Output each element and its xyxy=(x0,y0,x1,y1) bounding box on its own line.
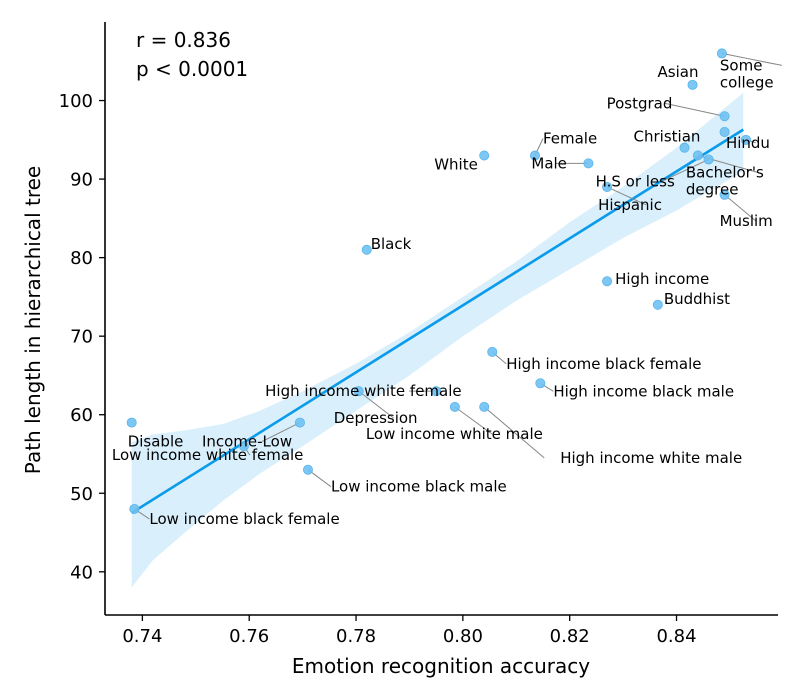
data-point xyxy=(479,401,490,412)
point-label: Income-Low xyxy=(202,433,292,451)
data-point xyxy=(703,154,714,165)
x-tick-label: 0.84 xyxy=(656,626,696,647)
leader-line xyxy=(483,406,545,459)
confidence-band-layer xyxy=(131,92,744,588)
point-label: H.S or less xyxy=(596,172,675,190)
data-point xyxy=(719,111,730,122)
point-label: High income black male xyxy=(553,382,734,400)
point-label: Low income white male xyxy=(366,425,543,443)
leader-line xyxy=(661,158,709,182)
tick-layer: 0.74 0.76 0.78 0.80 0.82 0.84 40 50 60 70 80 90 100 xyxy=(59,91,697,647)
y-tick-label: 80 xyxy=(70,248,93,269)
point-label: High income xyxy=(615,270,709,288)
data-point xyxy=(687,79,698,90)
data-point xyxy=(740,134,751,145)
point-label: Asian xyxy=(658,63,699,81)
point-label: High income black female xyxy=(506,355,701,373)
point-label: Disable xyxy=(128,433,184,451)
point-label: Low income white female xyxy=(112,446,304,464)
data-point xyxy=(238,441,249,452)
data-point xyxy=(602,181,613,192)
data-point xyxy=(719,189,730,200)
point-label: Some college xyxy=(720,56,774,91)
point-label: Hindu xyxy=(726,134,770,152)
regression-line xyxy=(131,128,744,514)
point-label: Muslim xyxy=(720,212,773,230)
data-point xyxy=(583,158,594,169)
point-label-layer: Asian Some college Postgrad Christian Hindu Ba… xyxy=(112,56,774,528)
data-point-layer xyxy=(126,48,751,514)
x-tick-label: 0.80 xyxy=(443,626,483,647)
data-point xyxy=(679,142,690,153)
leader-line xyxy=(358,390,395,419)
leader-line xyxy=(664,102,725,117)
point-label: Female xyxy=(543,130,597,148)
regression-line-layer xyxy=(131,128,744,514)
data-point xyxy=(353,386,364,397)
x-tick-label: 0.78 xyxy=(336,626,376,647)
point-label: Buddhist xyxy=(664,290,730,308)
data-point xyxy=(716,48,727,59)
data-point xyxy=(535,378,546,389)
point-label: Black xyxy=(371,235,412,253)
y-tick-label: 40 xyxy=(70,562,93,583)
x-axis-title: Emotion recognition accuracy xyxy=(292,654,590,678)
x-tick-label: 0.76 xyxy=(229,626,269,647)
data-point xyxy=(479,150,490,161)
point-label: White xyxy=(434,156,478,174)
y-tick-label: 90 xyxy=(70,170,93,191)
x-tick-label: 0.74 xyxy=(122,626,162,647)
leader-line xyxy=(261,422,301,443)
point-label: Christian xyxy=(634,128,701,146)
data-point xyxy=(719,126,730,137)
axes-layer xyxy=(104,22,778,616)
data-point xyxy=(692,150,703,161)
point-label: High income white male xyxy=(560,449,742,467)
y-tick-label: 50 xyxy=(70,484,93,505)
point-label: Hispanic xyxy=(598,196,662,214)
leader-line xyxy=(606,186,647,206)
leader-line xyxy=(721,52,783,66)
data-point xyxy=(602,276,613,287)
point-label: Low income black female xyxy=(149,510,339,528)
leader-line-layer xyxy=(134,52,783,520)
y-axis-title: Path length in hierarchical tree xyxy=(21,166,45,474)
p-value-text: p < 0.0001 xyxy=(136,57,248,81)
point-label: Bachelor's degree xyxy=(686,164,764,199)
data-point xyxy=(294,417,305,428)
data-point xyxy=(529,150,540,161)
point-label: Low income black male xyxy=(331,478,507,496)
data-point xyxy=(302,464,313,475)
x-tick-label: 0.82 xyxy=(550,626,590,647)
y-tick-label: 100 xyxy=(59,91,93,112)
leader-line xyxy=(454,406,493,435)
data-point xyxy=(126,417,137,428)
leader-line xyxy=(724,194,756,222)
point-label: Postgrad xyxy=(607,94,673,112)
data-point xyxy=(652,299,663,310)
data-point xyxy=(487,346,498,357)
data-point xyxy=(129,503,140,514)
correlation-r-text: r = 0.836 xyxy=(136,28,231,52)
y-tick-label: 70 xyxy=(70,327,93,348)
point-label: High income white female xyxy=(265,382,461,400)
data-point xyxy=(431,386,442,397)
data-point xyxy=(361,244,372,255)
y-tick-label: 60 xyxy=(70,405,93,426)
data-point xyxy=(449,401,460,412)
point-label: Depression xyxy=(334,409,418,427)
point-label: Male xyxy=(531,154,567,172)
confidence-band xyxy=(131,92,744,588)
